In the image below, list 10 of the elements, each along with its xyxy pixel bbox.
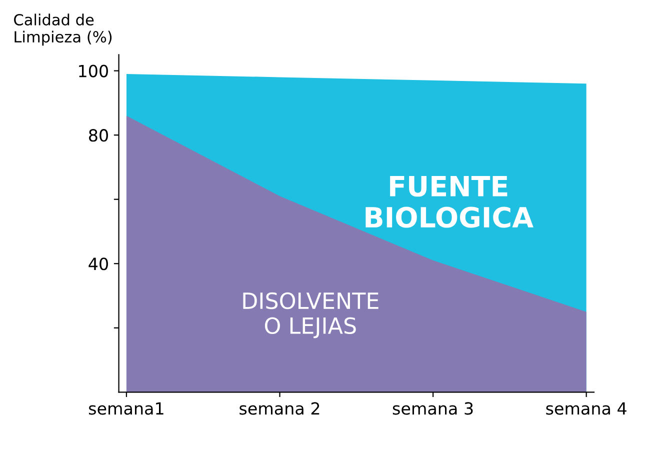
y-tick-label: 80 [89, 129, 108, 142]
x-tick-label: semana1 [88, 402, 164, 415]
y-tick-label: 100 [79, 64, 108, 78]
series-label: FUENTE BIOLOGICA [366, 176, 534, 228]
series-label: DISOLVENTE O LEJIAS [243, 292, 378, 338]
y-tick-label: 40 [88, 258, 108, 270]
x-tick-label: semana 3 [392, 402, 473, 415]
x-tick-label: semana 2 [240, 402, 320, 415]
x-tick-label: semana 4 [546, 402, 626, 415]
y-axis-title: Calidad de Limpieza (%) [14, 14, 112, 46]
